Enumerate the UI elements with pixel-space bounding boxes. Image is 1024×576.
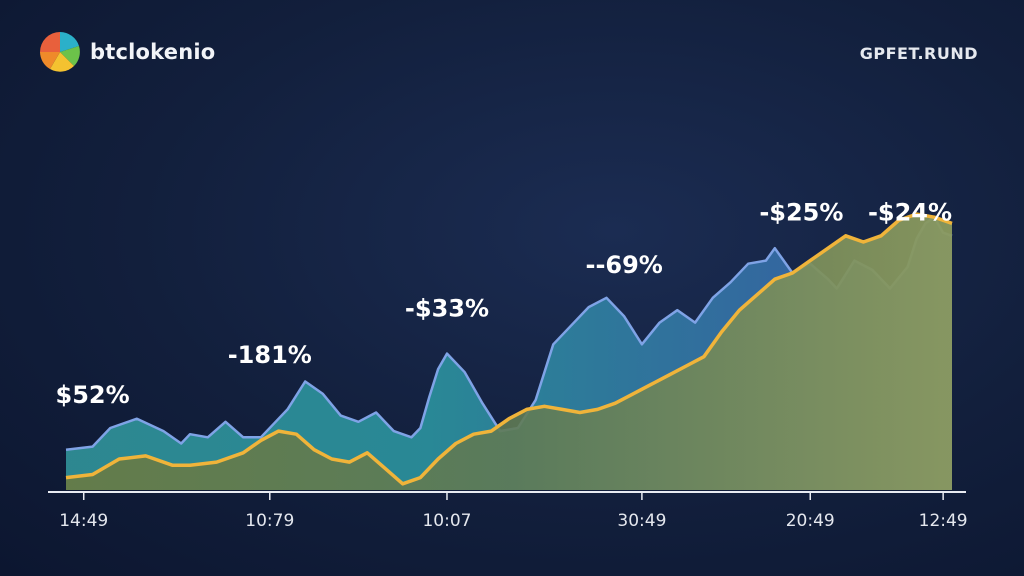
data-label: -181% xyxy=(228,341,312,369)
pie-logo-icon xyxy=(40,32,80,72)
x-tick-label: 12:49 xyxy=(919,511,968,531)
data-label: -$33% xyxy=(405,294,489,322)
x-tick-label: 10:07 xyxy=(422,511,471,531)
gold-series-line xyxy=(65,212,953,486)
gold-series-area xyxy=(66,214,952,490)
data-label: -$25% xyxy=(759,198,843,226)
x-tick-label: 30:49 xyxy=(617,511,666,531)
x-tick-label: 14:49 xyxy=(59,511,108,531)
data-label: -$24% xyxy=(868,198,952,226)
header-right-label: GPFET.RUND xyxy=(859,44,978,63)
brand-name: btclokenio xyxy=(90,40,216,64)
x-tick-label: 20:49 xyxy=(786,511,835,531)
x-tick-label: 10:79 xyxy=(245,511,294,531)
data-label: $52% xyxy=(56,381,130,409)
data-label: --69% xyxy=(585,251,662,279)
brand: btclokenio xyxy=(38,30,215,74)
